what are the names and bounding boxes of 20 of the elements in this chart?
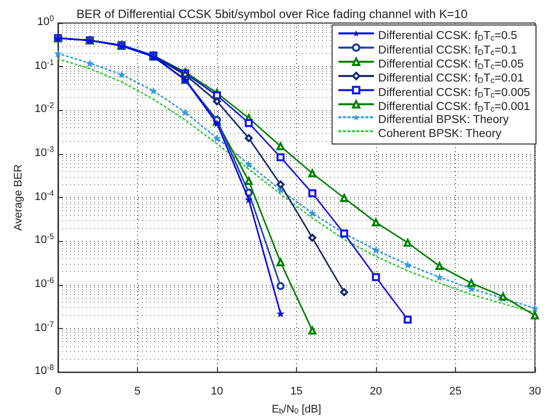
y-tick-label: 10$^{-3}$ (34, 144, 54, 160)
x-tick-label: 15 (290, 386, 303, 398)
y-tick-label: 10$^{-4}$ (34, 188, 54, 204)
x-tick-label: 0 (54, 386, 62, 398)
x-tick-label: 30 (528, 386, 542, 398)
y-tick-label: 10$^{-7}$ (34, 320, 54, 334)
x-tick-label: 10 (210, 386, 224, 398)
y-tick-label: 10$^{-1}$ (34, 58, 54, 73)
y-tick-label: 10$^{-8}$ (34, 363, 54, 378)
y-tick-label: 10$^{-2}$ (34, 101, 54, 116)
legend-label: Differential BPSK: Theory (378, 114, 510, 126)
x-tick-label: 5 (134, 386, 141, 398)
y-tick-label: 10$^{-5}$ (34, 232, 54, 248)
y-tick-label: 10$^{0}$ (37, 14, 54, 29)
x-tick-label: 20 (370, 386, 382, 398)
x-tick-label: 25 (449, 386, 462, 398)
legend-label: Coherent BPSK: Theory (378, 128, 502, 140)
chart-title: BER of Differential CCSK 5bit/symbol over Rice fading channel with K=10 (76, 7, 468, 21)
y-tick-label: 10$^{-6}$ (34, 276, 54, 291)
y-axis-title: Average BER (12, 164, 24, 231)
